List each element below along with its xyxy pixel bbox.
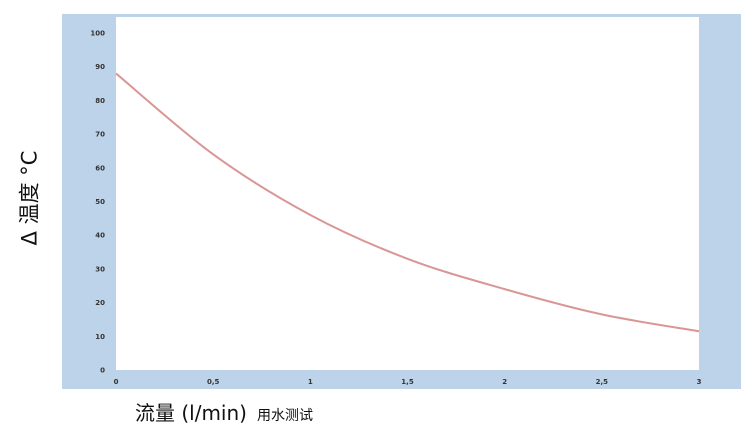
- y-tick-label: 30: [95, 265, 105, 273]
- y-tick-label: 100: [90, 30, 105, 38]
- x-axis-label: 流量 (l/min) 用水测试: [135, 397, 313, 426]
- x-tick-label: 1: [308, 378, 313, 386]
- x-axis-note: 用水测试: [256, 408, 313, 424]
- y-tick-label: 0: [100, 367, 105, 375]
- y-tick-label: 10: [95, 333, 105, 341]
- x-axis-label-text: 流量 (l/min): [135, 401, 247, 425]
- y-tick-label: 50: [95, 198, 105, 206]
- y-tick-label: 80: [95, 97, 105, 105]
- x-tick-label: 0: [114, 378, 119, 386]
- y-tick-label: 20: [95, 299, 105, 307]
- x-tick-label: 2,5: [596, 378, 609, 386]
- y-tick-labels: 0 10 20 30 40 50 60 70 80 90 100: [90, 30, 105, 375]
- x-tick-label: 1,5: [401, 378, 414, 386]
- plot-area: [116, 17, 699, 370]
- x-tick-label: 0,5: [207, 378, 220, 386]
- x-tick-label: 3: [697, 378, 702, 386]
- y-tick-label: 60: [95, 164, 105, 172]
- y-tick-label: 70: [95, 131, 105, 139]
- y-tick-label: 90: [95, 63, 105, 71]
- x-tick-label: 2: [502, 378, 507, 386]
- series-line: [115, 72, 700, 333]
- x-tick-labels: 0 0,5 1 1,5 2 2,5 3: [114, 378, 702, 386]
- y-tick-label: 40: [95, 232, 105, 240]
